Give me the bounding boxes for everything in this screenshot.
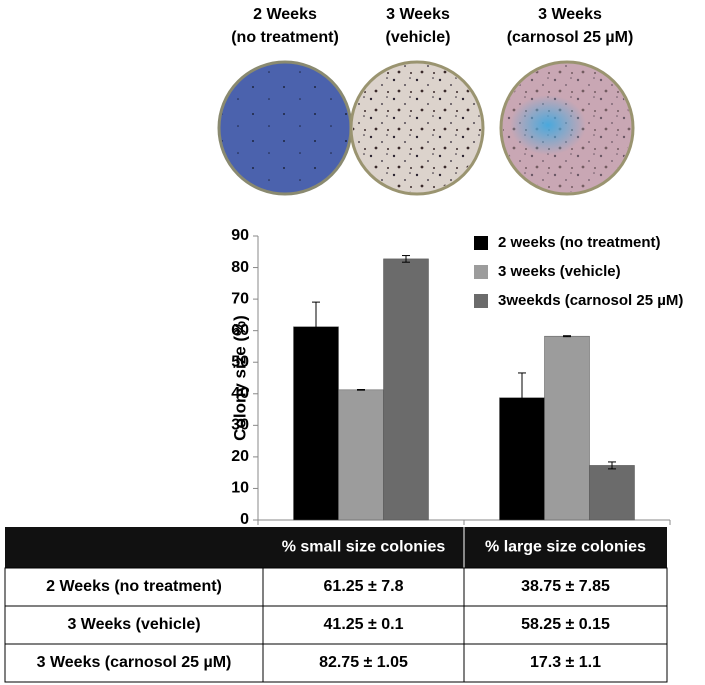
dish-label: (vehicle) <box>386 29 451 46</box>
error-bar <box>563 335 571 338</box>
table-cell: 41.25 ± 0.1 <box>324 616 404 633</box>
y-tick-label: 90 <box>231 227 249 244</box>
dish-label: (no treatment) <box>231 29 339 46</box>
y-tick-label: 10 <box>231 480 249 497</box>
table-row <box>4 605 668 645</box>
error-bar <box>312 301 320 352</box>
y-tick-label: 50 <box>231 353 249 370</box>
table-cell: 61.25 ± 7.8 <box>324 578 404 595</box>
legend-swatch <box>474 236 488 250</box>
table-header: % large size colonies <box>485 539 646 556</box>
bar <box>589 465 635 521</box>
dish-label: 3 Weeks <box>386 6 450 23</box>
legend-label: 3 weeks (vehicle) <box>498 263 621 280</box>
table-cell: 3 Weeks (carnosol 25 µM) <box>37 654 232 671</box>
table-header-bg <box>5 527 667 568</box>
error-bar <box>518 372 526 423</box>
y-tick-label: 20 <box>231 448 249 465</box>
legend-label: 2 weeks (no treatment) <box>498 234 661 251</box>
dish-label: 2 Weeks <box>253 6 317 23</box>
legend-label: 3weekds (carnosol 25 µM) <box>498 292 683 309</box>
y-tick-label: 70 <box>231 290 249 307</box>
table-cell: 2 Weeks (no treatment) <box>46 578 222 595</box>
bar <box>338 389 384 521</box>
bar <box>383 258 429 521</box>
table-header: % small size colonies <box>282 539 446 556</box>
y-axis-label: Colony size (%) <box>230 315 249 441</box>
dish-blob <box>510 95 586 155</box>
table-cell: 17.3 ± 1.1 <box>530 654 601 671</box>
error-bar <box>608 461 616 470</box>
y-tick-label: 30 <box>231 417 249 434</box>
error-bar <box>402 255 410 263</box>
table-row <box>4 567 668 607</box>
dish-colonies <box>221 64 349 192</box>
dish-images <box>217 60 635 196</box>
dish-label: (carnosol 25 µM) <box>507 29 634 46</box>
legend-swatch <box>474 294 488 308</box>
table-cell: 82.75 ± 1.05 <box>319 654 408 671</box>
table-cell: 38.75 ± 7.85 <box>521 578 610 595</box>
table-cell: 58.25 ± 0.15 <box>521 616 610 633</box>
bar <box>293 326 339 521</box>
y-tick-label: 0 <box>240 511 249 528</box>
table-cell: 3 Weeks (vehicle) <box>67 616 200 633</box>
y-tick-label: 40 <box>231 385 249 402</box>
y-tick-label: 60 <box>231 322 249 339</box>
error-bar <box>357 389 365 391</box>
table-row <box>4 643 668 683</box>
dish-label: 3 Weeks <box>538 6 602 23</box>
y-tick-label: 80 <box>231 259 249 276</box>
dish-colonies <box>353 64 481 192</box>
bar <box>544 335 590 521</box>
legend-swatch <box>474 265 488 279</box>
